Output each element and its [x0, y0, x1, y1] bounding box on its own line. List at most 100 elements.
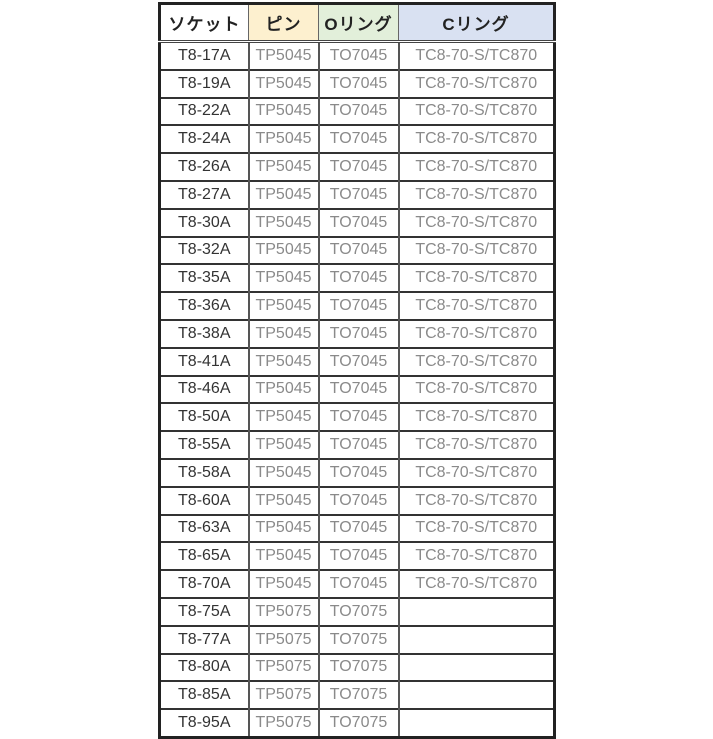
oring-cell: TO7045	[317, 541, 400, 571]
socket-cell: T8-35A	[158, 263, 250, 293]
table-row: T8-46A TP5045 TO7045 TC8-70-S/TC870	[158, 374, 556, 404]
table-row: T8-63A TP5045 TO7045 TC8-70-S/TC870	[158, 513, 556, 543]
cring-cell: TC8-70-S/TC870	[397, 235, 556, 265]
table-row: T8-70A TP5045 TO7045 TC8-70-S/TC870	[158, 569, 556, 599]
pin-cell: TP5045	[247, 430, 320, 460]
socket-cell: T8-36A	[158, 291, 250, 321]
cring-cell: TC8-70-S/TC870	[397, 541, 556, 571]
pin-cell: TP5045	[247, 235, 320, 265]
pin-cell: TP5045	[247, 152, 320, 182]
table-row: T8-27A TP5045 TO7045 TC8-70-S/TC870	[158, 179, 556, 210]
pin-cell: TP5045	[247, 124, 320, 154]
cring-cell: TC8-70-S/TC870	[397, 96, 556, 126]
header-cring: Cリング	[398, 3, 555, 43]
cring-cell: TC8-70-S/TC870	[397, 430, 556, 460]
pin-cell: TP5075	[247, 624, 320, 655]
oring-cell: TO7045	[317, 235, 400, 265]
oring-cell: TO7045	[317, 124, 400, 154]
socket-cell: T8-17A	[158, 40, 250, 71]
table-row: T8-19A TP5045 TO7045 TC8-70-S/TC870	[158, 68, 556, 99]
socket-cell: T8-58A	[158, 457, 250, 488]
pin-cell: TP5075	[247, 596, 320, 627]
pin-cell: TP5045	[247, 96, 320, 126]
oring-cell: TO7045	[317, 457, 400, 488]
cring-cell: TC8-70-S/TC870	[397, 374, 556, 404]
cring-cell: TC8-70-S/TC870	[397, 318, 556, 349]
socket-cell: T8-41A	[158, 346, 250, 377]
cring-cell: TC8-70-S/TC870	[397, 124, 556, 154]
pin-cell: TP5045	[247, 541, 320, 571]
cring-cell	[397, 596, 556, 627]
table-row: T8-36A TP5045 TO7045 TC8-70-S/TC870	[158, 291, 556, 321]
oring-cell: TO7045	[317, 318, 400, 349]
socket-cell: T8-70A	[158, 569, 250, 599]
cring-cell: TC8-70-S/TC870	[397, 68, 556, 99]
socket-cell: T8-50A	[158, 402, 250, 432]
pin-cell: TP5045	[247, 318, 320, 349]
socket-cell: T8-24A	[158, 124, 250, 154]
socket-cell: T8-38A	[158, 318, 250, 349]
pin-cell: TP5045	[247, 513, 320, 543]
cring-cell: TC8-70-S/TC870	[397, 179, 556, 210]
cring-cell	[397, 652, 556, 682]
cring-cell: TC8-70-S/TC870	[397, 485, 556, 516]
table-row: T8-32A TP5045 TO7045 TC8-70-S/TC870	[158, 235, 556, 265]
socket-cell: T8-60A	[158, 485, 250, 516]
table-row: T8-58A TP5045 TO7045 TC8-70-S/TC870	[158, 457, 556, 488]
pin-cell: TP5045	[247, 68, 320, 99]
socket-cell: T8-63A	[158, 513, 250, 543]
table-row: T8-17A TP5045 TO7045 TC8-70-S/TC870	[158, 40, 556, 71]
pin-cell: TP5045	[247, 179, 320, 210]
pin-cell: TP5045	[247, 485, 320, 516]
cring-cell: TC8-70-S/TC870	[397, 263, 556, 293]
socket-cell: T8-77A	[158, 624, 250, 655]
socket-cell: T8-75A	[158, 596, 250, 627]
table-row: T8-77A TP5075 TO7075	[158, 624, 556, 655]
parts-table: ソケット ピン Oリング Cリング T8-17A TP5045 TO7045 TC8-…	[158, 2, 556, 739]
table-row: T8-75A TP5075 TO7075	[158, 596, 556, 627]
socket-cell: T8-26A	[158, 152, 250, 182]
pin-cell: TP5045	[247, 457, 320, 488]
oring-cell: TO7045	[317, 513, 400, 543]
oring-cell: TO7075	[317, 624, 400, 655]
oring-cell: TO7045	[317, 96, 400, 126]
socket-cell: T8-80A	[158, 652, 250, 682]
socket-cell: T8-30A	[158, 207, 250, 238]
oring-cell: TO7045	[317, 569, 400, 599]
oring-cell: TO7045	[317, 152, 400, 182]
header-row: ソケット ピン Oリング Cリング	[159, 3, 555, 43]
table-row: T8-22A TP5045 TO7045 TC8-70-S/TC870	[158, 96, 556, 126]
oring-cell: TO7075	[317, 596, 400, 627]
table-row: T8-38A TP5045 TO7045 TC8-70-S/TC870	[158, 318, 556, 349]
pin-cell: TP5045	[247, 374, 320, 404]
pin-cell: TP5045	[247, 346, 320, 377]
socket-cell: T8-55A	[158, 430, 250, 460]
table-row: T8-65A TP5045 TO7045 TC8-70-S/TC870	[158, 541, 556, 571]
socket-cell: T8-95A	[158, 708, 250, 738]
table-row: T8-85A TP5075 TO7075	[158, 680, 556, 710]
socket-cell: T8-32A	[158, 235, 250, 265]
cring-cell: TC8-70-S/TC870	[397, 152, 556, 182]
pin-cell: TP5075	[247, 708, 320, 738]
table-row: T8-80A TP5075 TO7075	[158, 652, 556, 682]
cring-cell	[397, 680, 556, 710]
pin-cell: TP5045	[247, 263, 320, 293]
cring-cell	[397, 624, 556, 655]
pin-cell: TP5045	[247, 40, 320, 71]
pin-cell: TP5075	[247, 680, 320, 710]
socket-cell: T8-19A	[158, 68, 250, 99]
oring-cell: TO7045	[317, 40, 400, 71]
oring-cell: TO7045	[317, 207, 400, 238]
oring-cell: TO7045	[317, 430, 400, 460]
pin-cell: TP5045	[247, 402, 320, 432]
cring-cell: TC8-70-S/TC870	[397, 346, 556, 377]
socket-cell: T8-46A	[158, 374, 250, 404]
cring-cell: TC8-70-S/TC870	[397, 291, 556, 321]
socket-cell: T8-85A	[158, 680, 250, 710]
oring-cell: TO7045	[317, 263, 400, 293]
header-pin: ピン	[248, 3, 319, 43]
header-socket: ソケット	[159, 3, 249, 43]
table-row: T8-30A TP5045 TO7045 TC8-70-S/TC870	[158, 207, 556, 238]
table-row: T8-26A TP5045 TO7045 TC8-70-S/TC870	[158, 152, 556, 182]
oring-cell: TO7045	[317, 374, 400, 404]
